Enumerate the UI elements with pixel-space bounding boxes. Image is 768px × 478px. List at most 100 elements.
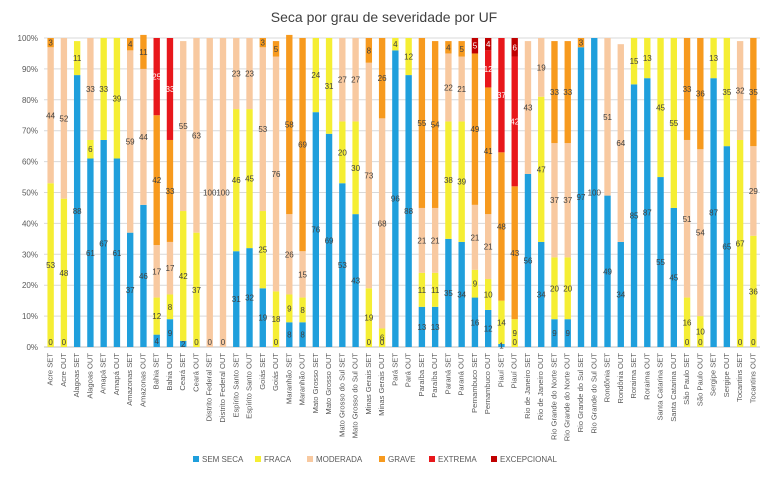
bar-segment-fraca [458, 121, 465, 242]
data-label: 37 [563, 196, 572, 205]
data-label: 36 [749, 287, 758, 296]
bar-segment-moderada [431, 207, 439, 273]
data-label: 37 [192, 286, 201, 295]
bar-segment-grave [153, 115, 160, 246]
bar-segment-moderada [153, 245, 160, 298]
data-label: 97 [577, 193, 586, 202]
data-label: 42 [510, 117, 519, 126]
data-label: 36 [696, 90, 705, 99]
data-label: 20 [550, 284, 559, 293]
bar-segment-extrema [166, 38, 174, 140]
x-tick-label: Ceará SET [178, 353, 187, 391]
data-label: 53 [46, 261, 55, 270]
data-label: 21 [431, 236, 440, 245]
data-label: 12 [484, 65, 493, 74]
data-label: 100 [216, 189, 230, 198]
bar-segment-moderada [233, 38, 240, 110]
x-tick-label: Santa Catarina SET [656, 353, 665, 421]
bar-segment-fraca [670, 38, 677, 208]
x-tick-label: Rondônia OUT [616, 353, 625, 404]
bar-segment-moderada [445, 53, 452, 122]
bar-segment-moderada [272, 56, 280, 292]
bar-segment-moderada [219, 38, 227, 347]
bar-segment-fraca [286, 294, 293, 323]
bar-segment-fraca [431, 272, 439, 307]
bar-segment-grave [498, 152, 505, 301]
bar-segment-sem-seca [723, 146, 731, 347]
bar-segment-moderada [286, 214, 293, 295]
legend-swatch [491, 456, 497, 462]
bar-segment-sem-seca [246, 248, 253, 347]
bar-segment-sem-seca [100, 139, 107, 347]
bar-segment-moderada [259, 47, 266, 212]
data-label: 11 [431, 286, 440, 295]
bar-segment-extrema [485, 50, 492, 88]
bar-segment-sem-seca [431, 306, 439, 347]
y-tick-label: 20% [22, 281, 38, 290]
bar-segment-fraca [683, 297, 691, 347]
bar-segment-fraca [657, 38, 664, 178]
x-tick-label: Rio Grande do Norte OUT [563, 353, 572, 442]
data-label: 4 [393, 40, 398, 49]
bar-segment-extrema [153, 38, 160, 116]
bar-segment-fraca [87, 139, 94, 159]
legend-label: EXTREMA [438, 455, 477, 464]
bar-segment-grave [750, 38, 757, 147]
bar-segment-fraca [166, 294, 174, 320]
x-tick-label: Maranhão OUT [298, 353, 307, 406]
x-tick-label: Alagoas OUT [85, 353, 94, 399]
bar-segment-fraca [471, 269, 479, 298]
data-label: 0 [685, 338, 690, 347]
x-tick-label: Piauí OUT [510, 353, 519, 389]
bar-segment-fraca [498, 300, 505, 344]
data-label: 39 [112, 94, 121, 103]
data-label: 65 [722, 243, 731, 252]
bar-segment-fraca [272, 291, 280, 347]
bar-segment-fraca [630, 38, 638, 85]
data-label: 15 [298, 270, 307, 279]
bar-segment-sem-seca [471, 297, 479, 347]
data-label: 4 [128, 40, 133, 49]
bar-segment-sem-seca [73, 75, 81, 347]
data-label: 53 [338, 261, 347, 270]
bar-segment-grave [286, 34, 293, 215]
bar-segment-fraca [418, 272, 426, 307]
data-label: 43 [524, 104, 533, 113]
data-label: 37 [550, 196, 559, 205]
bar-segment-sem-seca [299, 322, 306, 347]
data-label: 67 [99, 239, 108, 248]
data-label: 48 [497, 222, 506, 231]
x-tick-label: Pará SET [390, 353, 399, 386]
data-label: 0 [380, 338, 385, 347]
x-tick-label: Santa Catarina OUT [669, 353, 678, 422]
x-tick-label: Ceará OUT [191, 353, 200, 392]
data-label: 38 [444, 176, 453, 185]
bar-segment-sem-seca [538, 241, 545, 347]
data-label: 12 [152, 312, 161, 321]
bar-segment-excepcional [511, 38, 518, 57]
x-tick-label: Distrito Federal OUT [218, 353, 227, 423]
bar-segment-fraca [153, 297, 160, 335]
bar-segment-moderada [180, 41, 187, 212]
data-label: 19 [537, 63, 546, 72]
x-tick-label: São Paulo SET [682, 353, 691, 405]
data-label: 43 [510, 249, 519, 258]
bar-segment-fraca [352, 121, 359, 215]
x-tick-label: Paraíba SET [417, 353, 426, 397]
data-label: 0 [194, 338, 199, 347]
bar-segment-sem-seca [445, 238, 452, 347]
bar-segment-sem-seca [180, 340, 187, 347]
x-tick-label: Amazonas SET [125, 353, 134, 406]
bar-segment-fraca [750, 235, 757, 347]
x-tick-label: Rio de Janeiro SET [523, 353, 532, 419]
data-label: 45 [245, 175, 254, 184]
bar-segment-moderada [538, 38, 545, 97]
bar-segment-moderada [564, 143, 571, 258]
data-label: 32 [736, 87, 745, 96]
data-label: 33 [166, 187, 175, 196]
legend-label: MODERADA [316, 455, 363, 464]
bar-segment-fraca [100, 38, 107, 140]
data-label: 85 [630, 212, 639, 221]
bar-segment-grave [697, 38, 704, 150]
data-label: 1 [499, 341, 504, 350]
